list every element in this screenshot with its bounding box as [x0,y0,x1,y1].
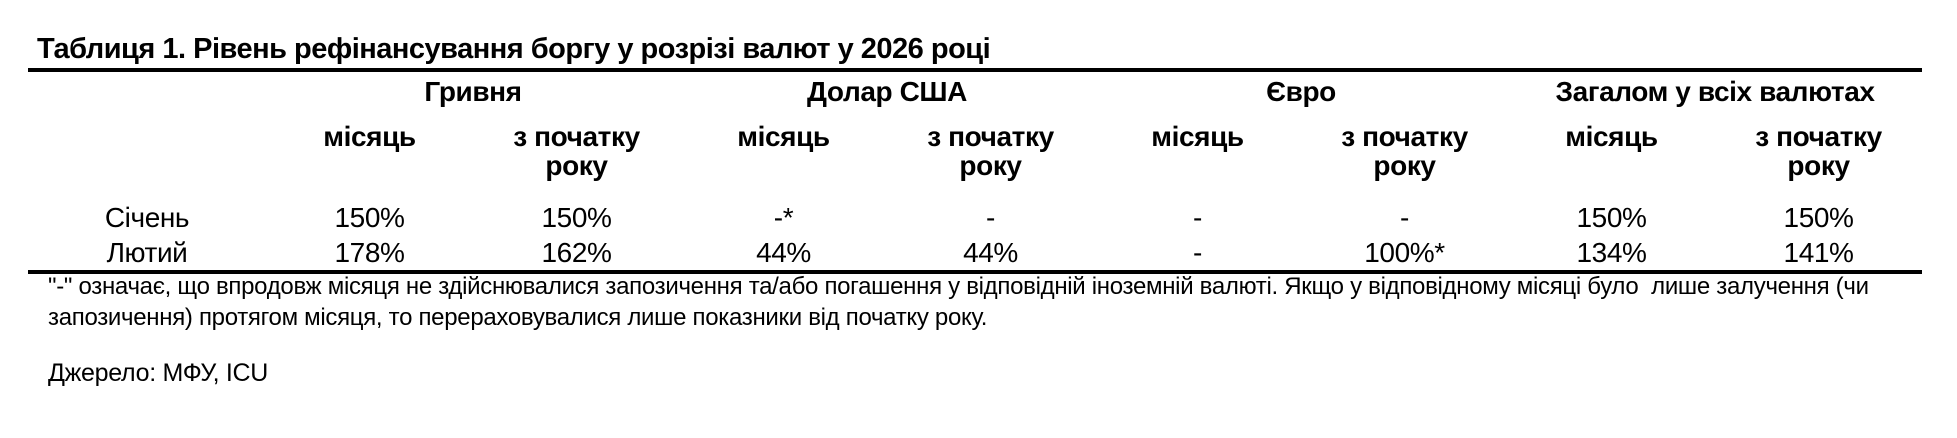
subcol-total-month: місяць [1565,121,1658,152]
value-feb-hryvnia-ytd: 162% [541,237,612,268]
row-label-january: Січень [104,202,190,233]
value-feb-usd-month: 44% [756,237,811,268]
value-jan-euro-ytd: - [1400,202,1409,233]
table-row-february: Лютий 178% 162% 44% 44% - 100%* 134% 141… [28,235,1922,272]
value-feb-euro-month: - [1193,237,1202,268]
col-group-total: Загалом у всіх валютах [1555,76,1875,107]
subcol-euro-ytd: з початку року [1341,121,1468,181]
value-feb-usd-ytd: 44% [963,237,1018,268]
refinancing-table: Гривня Долар США Євро Загалом у всіх вал… [28,68,1923,274]
table-title: Таблиця 1. Рівень рефінансування боргу у… [37,33,991,65]
value-feb-total-ytd: 141% [1783,237,1854,268]
col-group-euro: Євро [1266,76,1336,107]
value-jan-euro-month: - [1193,202,1202,233]
corner-cell-2 [28,116,266,200]
value-jan-usd-month: -* [773,202,794,233]
currency-group-header-row: Гривня Долар США Євро Загалом у всіх вал… [28,70,1922,116]
source-line: Джерело: МФУ, ICU [48,359,269,387]
value-feb-hryvnia-month: 178% [334,237,405,268]
value-feb-euro-ytd: 100%* [1364,237,1445,268]
footnote: "-" означає, що впродовж місяця не здійс… [48,271,1918,333]
value-jan-total-month: 150% [1576,202,1647,233]
subcol-hryvnia-month: місяць [323,121,416,152]
subcolumn-header-row: місяць з початку року місяць з початку р… [28,116,1922,200]
col-group-hryvnia: Гривня [424,76,522,107]
row-label-february: Лютий [106,237,188,268]
subcol-total-ytd: з початку року [1755,121,1882,181]
value-jan-hryvnia-month: 150% [334,202,405,233]
col-group-usd: Долар США [807,76,967,107]
subcol-hryvnia-ytd: з початку року [513,121,640,181]
subcol-euro-month: місяць [1151,121,1244,152]
footnote-line-2: запозичення) протягом місяця, то перерах… [48,304,988,331]
table-row-january: Січень 150% 150% -* - - - 150% 150% [28,200,1922,235]
value-feb-total-month: 134% [1576,237,1647,268]
subcol-usd-ytd: з початку року [927,121,1054,181]
value-jan-usd-ytd: - [986,202,995,233]
corner-cell [28,70,266,116]
subcol-usd-month: місяць [737,121,830,152]
footnote-line-1: "-" означає, що впродовж місяця не здійс… [48,273,1869,300]
value-jan-total-ytd: 150% [1783,202,1854,233]
value-jan-hryvnia-ytd: 150% [541,202,612,233]
